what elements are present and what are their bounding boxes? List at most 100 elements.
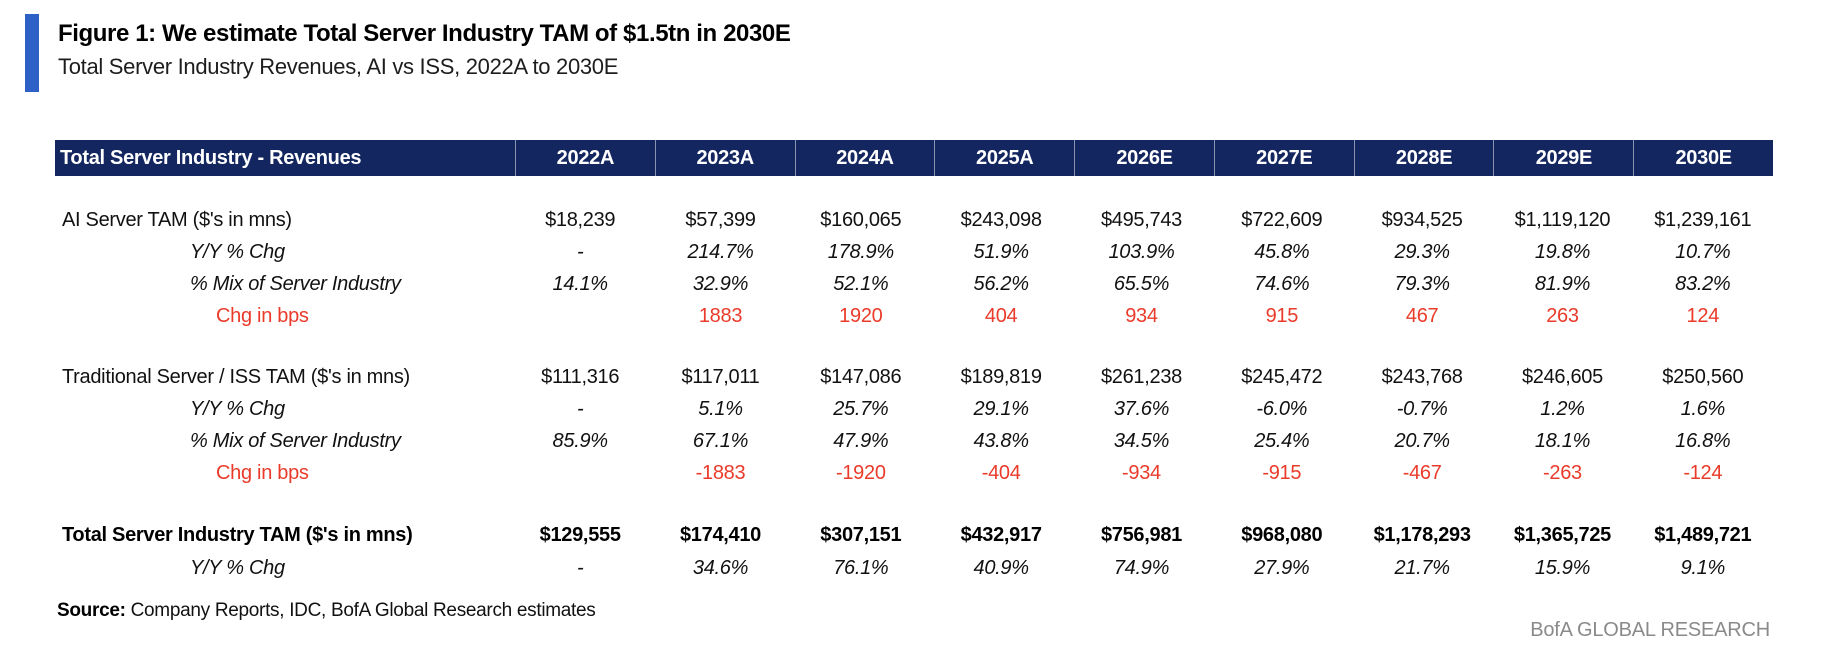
table-body: AI Server TAM ($'s in mns) $18,239 $57,399…: [55, 204, 1773, 584]
row-label: % Mix of Server Industry: [190, 429, 401, 452]
cell-value: -915: [1262, 461, 1302, 484]
cell-value: $1,239,161: [1654, 208, 1752, 231]
row-label: Y/Y % Chg: [190, 240, 285, 263]
cell-value: 10.7%: [1675, 240, 1731, 263]
cell-value: 19.8%: [1534, 240, 1591, 263]
cell-value: 178.9%: [827, 240, 894, 263]
cell-value: 25.4%: [1254, 429, 1310, 452]
cell-value: 1.2%: [1540, 397, 1585, 420]
cell-value: -: [576, 240, 584, 263]
cell-value: 467: [1405, 304, 1439, 327]
cell-value: 34.5%: [1113, 429, 1170, 452]
cell-value: 14.1%: [552, 272, 609, 295]
table-row: Traditional Server / ISS TAM ($'s in mns…: [55, 361, 1773, 393]
column-header-2025A: 2025A: [934, 140, 1074, 176]
column-header-2030E: 2030E: [1633, 140, 1773, 176]
cell-value: 5.1%: [698, 397, 743, 420]
row-label: Chg in bps: [216, 461, 309, 484]
cell-value: 20.7%: [1394, 429, 1451, 452]
column-header-2023A: 2023A: [654, 140, 795, 176]
table-row: Chg in bps 1883 1920 404 934 915 467 263 124: [55, 300, 1773, 332]
row-label: % Mix of Server Industry: [190, 272, 401, 295]
figure-titles: Figure 1: We estimate Total Server Indus…: [58, 14, 791, 92]
cell-value: -467: [1402, 461, 1442, 484]
cell-value: 21.7%: [1394, 556, 1451, 579]
source-text: Company Reports, IDC, BofA Global Resear…: [125, 600, 596, 621]
cell-value: -: [576, 397, 584, 420]
table-row: Y/Y % Chg - 214.7% 178.9% 51.9% 103.9% 45.8% 29…: [55, 236, 1773, 268]
cell-value: $1,119,120: [1514, 208, 1611, 231]
table-header-row: Total Server Industry - Revenues 2022A 202…: [55, 140, 1773, 176]
cell-value: 27.9%: [1254, 556, 1310, 579]
cell-value: $129,555: [539, 523, 621, 546]
cell-value: $246,605: [1521, 365, 1603, 388]
row-label: Chg in bps: [216, 304, 309, 327]
cell-value: -1883: [695, 461, 746, 484]
table-title-cell: Total Server Industry - Revenues: [60, 147, 362, 169]
figure-subtitle: Total Server Industry Revenues, AI vs IS…: [58, 54, 619, 79]
cell-value: 67.1%: [692, 429, 749, 452]
cell-value: -1920: [835, 461, 886, 484]
cell-value: 65.5%: [1113, 272, 1170, 295]
table-row: Total Server Industry TAM ($'s in mns) $1…: [55, 518, 1773, 552]
cell-value: 404: [984, 304, 1018, 327]
cell-value: -124: [1683, 461, 1723, 484]
cell-value: $160,065: [820, 208, 902, 231]
row-label: Traditional Server / ISS TAM ($'s in mns…: [62, 365, 410, 388]
cell-value: -934: [1122, 461, 1161, 484]
cell-value: $243,098: [960, 208, 1042, 231]
cell-value: 32.9%: [692, 272, 749, 295]
table-row: Y/Y % Chg - 5.1% 25.7% 29.1% 37.6% -6.0% -0.7% 1…: [55, 393, 1773, 425]
cell-value: $495,743: [1100, 208, 1182, 231]
table-row: Y/Y % Chg - 34.6% 76.1% 40.9% 74.9% 27.9% 21.7%…: [55, 552, 1773, 584]
source-note: Source: Company Reports, IDC, BofA Globa…: [57, 600, 1828, 622]
cell-value: 76.1%: [833, 556, 889, 579]
spacer-row: [55, 332, 1773, 361]
cell-value: -: [576, 556, 584, 579]
table-row: Chg in bps -1883 -1920 -404 -934 -915 -467 -263…: [55, 457, 1773, 489]
row-label: Y/Y % Chg: [190, 556, 285, 579]
table-row: % Mix of Server Industry 85.9% 67.1% 47.9% 4…: [55, 425, 1773, 457]
cell-value: 85.9%: [552, 429, 609, 452]
cell-value: 81.9%: [1534, 272, 1591, 295]
row-label: Total Server Industry TAM ($'s in mns): [62, 523, 413, 546]
cell-value: $18,239: [545, 208, 616, 231]
cell-value: 124: [1686, 304, 1720, 327]
cell-value: $756,981: [1100, 523, 1182, 546]
cell-value: $1,178,293: [1373, 523, 1471, 546]
cell-value: 1.6%: [1680, 397, 1726, 420]
cell-value: $934,525: [1381, 208, 1463, 231]
column-header-2022A: 2022A: [515, 140, 655, 176]
column-header-2028E: 2028E: [1353, 140, 1494, 176]
cell-value: 74.6%: [1254, 272, 1310, 295]
column-header-2029E: 2029E: [1493, 140, 1633, 176]
table-row: AI Server TAM ($'s in mns) $18,239 $57,399…: [55, 204, 1773, 236]
cell-value: $250,560: [1662, 365, 1744, 388]
cell-value: $968,080: [1241, 523, 1323, 546]
cell-value: -6.0%: [1256, 397, 1308, 420]
cell-value: 18.1%: [1534, 429, 1591, 452]
cell-value: $117,011: [681, 365, 760, 388]
cell-value: $307,151: [820, 523, 902, 546]
cell-value: $722,609: [1241, 208, 1323, 231]
spacer-row: [55, 489, 1773, 518]
cell-value: $57,399: [685, 208, 756, 231]
cell-value: $189,819: [960, 365, 1042, 388]
cell-value: 1920: [839, 304, 883, 327]
cell-value: $1,365,725: [1513, 523, 1612, 546]
column-header-2027E: 2027E: [1213, 140, 1354, 176]
figure-header: Figure 1: We estimate Total Server Indus…: [0, 0, 1828, 92]
table-row: % Mix of Server Industry 14.1% 32.9% 52.1% 5…: [55, 268, 1773, 300]
row-label: Y/Y % Chg: [190, 397, 285, 420]
cell-value: 47.9%: [833, 429, 889, 452]
cell-value: 83.2%: [1675, 272, 1731, 295]
cell-value: $245,472: [1241, 365, 1323, 388]
cell-value: -0.7%: [1396, 397, 1448, 420]
cell-value: 934: [1125, 304, 1158, 327]
cell-value: 9.1%: [1680, 556, 1726, 579]
source-label: Source:: [57, 600, 126, 621]
cell-value: 74.9%: [1113, 556, 1170, 579]
cell-value: 43.8%: [973, 429, 1030, 452]
cell-value: 40.9%: [973, 556, 1030, 579]
